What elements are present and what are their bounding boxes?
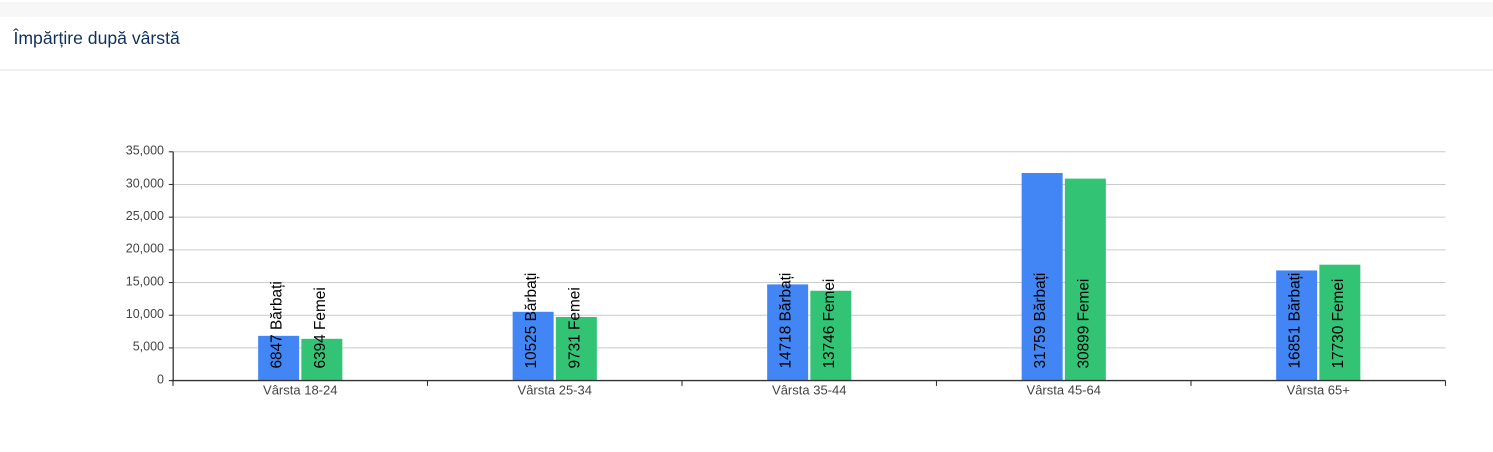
svg-text:17730 Femei: 17730 Femei bbox=[1330, 279, 1347, 369]
svg-text:Vârsta 18-24: Vârsta 18-24 bbox=[263, 382, 337, 397]
svg-text:30,000: 30,000 bbox=[126, 176, 164, 190]
svg-text:13746 Femei: 13746 Femei bbox=[821, 279, 838, 369]
svg-text:Vârsta 45-64: Vârsta 45-64 bbox=[1027, 382, 1101, 397]
svg-text:Vârsta 65+: Vârsta 65+ bbox=[1287, 382, 1350, 397]
svg-text:30899 Femei: 30899 Femei bbox=[1075, 279, 1092, 369]
svg-text:31759 Bărbați: 31759 Bărbați bbox=[1032, 273, 1049, 369]
svg-text:16851 Bărbați: 16851 Bărbați bbox=[1287, 273, 1304, 369]
svg-text:Vârsta 25-34: Vârsta 25-34 bbox=[518, 382, 592, 397]
svg-text:14718 Bărbați: 14718 Bărbați bbox=[778, 273, 795, 369]
svg-text:35,000: 35,000 bbox=[126, 144, 164, 158]
svg-text:15,000: 15,000 bbox=[126, 274, 164, 288]
svg-text:Vârsta 35-44: Vârsta 35-44 bbox=[772, 382, 846, 397]
svg-text:9731 Femei: 9731 Femei bbox=[566, 287, 583, 368]
svg-text:5,000: 5,000 bbox=[133, 340, 164, 354]
svg-text:10525 Bărbați: 10525 Bărbați bbox=[523, 273, 540, 369]
svg-text:10,000: 10,000 bbox=[126, 307, 164, 321]
svg-text:25,000: 25,000 bbox=[126, 209, 164, 223]
svg-text:20,000: 20,000 bbox=[126, 242, 164, 256]
svg-text:6847 Bărbați: 6847 Bărbați bbox=[269, 281, 286, 368]
svg-text:6394 Femei: 6394 Femei bbox=[312, 287, 329, 368]
svg-text:0: 0 bbox=[157, 372, 164, 386]
